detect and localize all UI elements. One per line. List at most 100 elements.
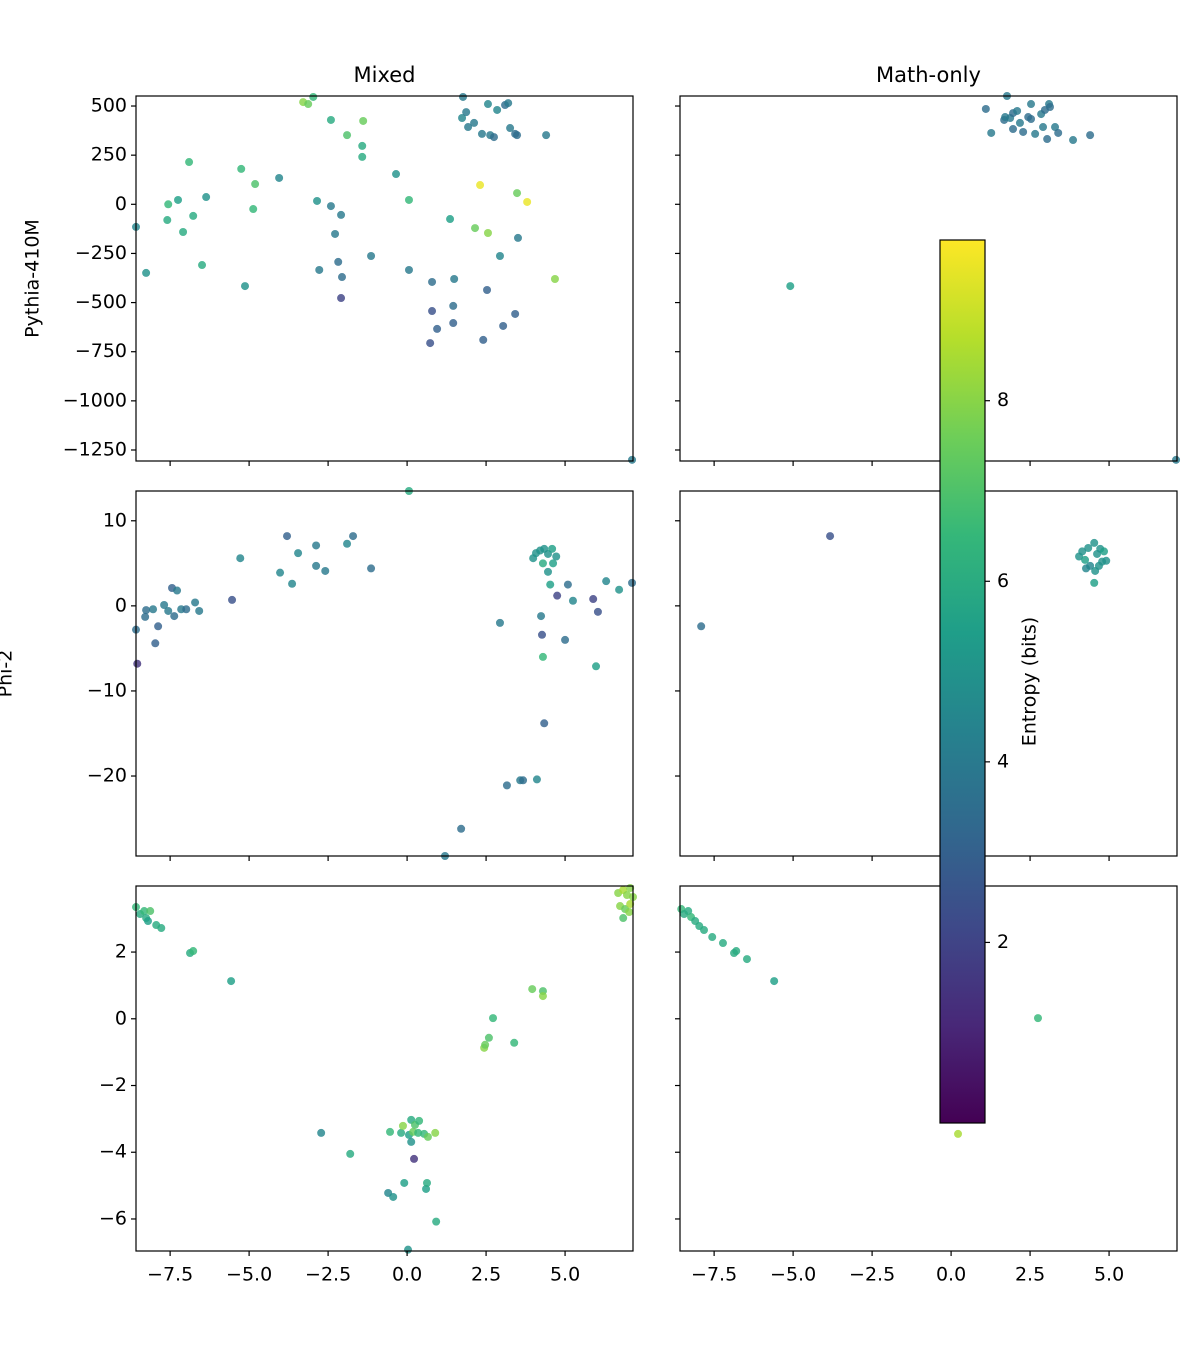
point (449, 301, 458, 310)
point (386, 1127, 395, 1136)
point (174, 195, 183, 204)
point (499, 321, 508, 330)
point (1172, 455, 1181, 464)
point (337, 210, 346, 219)
point (546, 580, 555, 589)
point (458, 114, 467, 123)
scatter-panel (132, 92, 637, 464)
point (1027, 100, 1036, 109)
point (1084, 544, 1093, 553)
point (1090, 578, 1099, 587)
y-tick-label: −2 (99, 1074, 127, 1096)
point (446, 215, 455, 224)
point (450, 274, 459, 283)
point (589, 595, 598, 604)
point (198, 261, 207, 270)
point (294, 549, 303, 558)
point (151, 639, 160, 648)
y-tick-label: −500 (75, 291, 127, 313)
point (358, 141, 367, 150)
point (142, 606, 151, 615)
x-tick-label: 5.0 (1094, 1264, 1124, 1286)
axes-frame (679, 885, 1178, 1252)
point (288, 579, 297, 588)
point (1039, 123, 1048, 132)
x-tick-label: 2.5 (471, 1264, 501, 1286)
point (275, 173, 284, 182)
point (481, 1040, 490, 1049)
point (426, 339, 435, 348)
point (684, 907, 693, 916)
point (538, 559, 547, 568)
point (484, 1033, 493, 1042)
point (476, 181, 485, 190)
point (622, 891, 631, 900)
point (700, 926, 709, 935)
point (786, 282, 795, 291)
point (568, 596, 577, 605)
y-tick-label: 10 (103, 509, 127, 531)
point (1051, 123, 1060, 132)
x-tick-label: 2.5 (1015, 1264, 1045, 1286)
point (625, 908, 634, 917)
point (1019, 127, 1028, 136)
point (389, 1192, 398, 1201)
point (544, 567, 553, 576)
point (338, 273, 347, 282)
y-tick-label: −250 (75, 242, 127, 264)
x-tick-label: −5.0 (770, 1264, 816, 1286)
point (428, 277, 437, 286)
point (191, 598, 200, 607)
point (321, 566, 330, 575)
point (227, 977, 236, 986)
x-tick-label: −7.5 (691, 1264, 737, 1286)
point (404, 265, 413, 274)
point (410, 1154, 419, 1163)
axes-frame (679, 490, 1178, 857)
point (431, 1128, 440, 1137)
point (182, 605, 191, 614)
point (304, 100, 313, 109)
point (697, 622, 706, 631)
point (489, 133, 498, 142)
point (228, 595, 237, 604)
point (513, 189, 522, 198)
point (457, 824, 466, 833)
point (414, 1128, 423, 1137)
point (154, 622, 163, 631)
point (510, 1038, 519, 1047)
column-title: Mixed (354, 63, 416, 87)
point (1078, 547, 1087, 556)
point (415, 1116, 424, 1125)
x-tick-label: 0.0 (936, 1264, 966, 1286)
point (367, 564, 376, 573)
colorbar-tick-label: 2 (997, 931, 1009, 953)
y-tick-label: −750 (75, 340, 127, 362)
y-tick-label: 250 (91, 144, 127, 166)
point (185, 158, 194, 167)
x-tick-label: 0.0 (392, 1264, 422, 1286)
point (149, 605, 158, 614)
point (337, 294, 346, 303)
point (626, 900, 635, 909)
point (359, 116, 368, 125)
point (489, 1014, 498, 1023)
axes-frame (135, 95, 634, 462)
point (1009, 125, 1018, 134)
point (1033, 1014, 1042, 1023)
point (422, 1178, 431, 1187)
point (495, 251, 504, 260)
point (241, 282, 250, 291)
point (483, 228, 492, 237)
point (1024, 113, 1033, 122)
point (423, 1132, 432, 1141)
point (317, 1128, 326, 1137)
point (718, 939, 727, 948)
point (392, 170, 401, 179)
y-tick-label: −6 (99, 1207, 127, 1229)
point (422, 1184, 431, 1193)
x-tick-label: −2.5 (849, 1264, 895, 1286)
point (628, 578, 637, 587)
point (619, 914, 628, 923)
